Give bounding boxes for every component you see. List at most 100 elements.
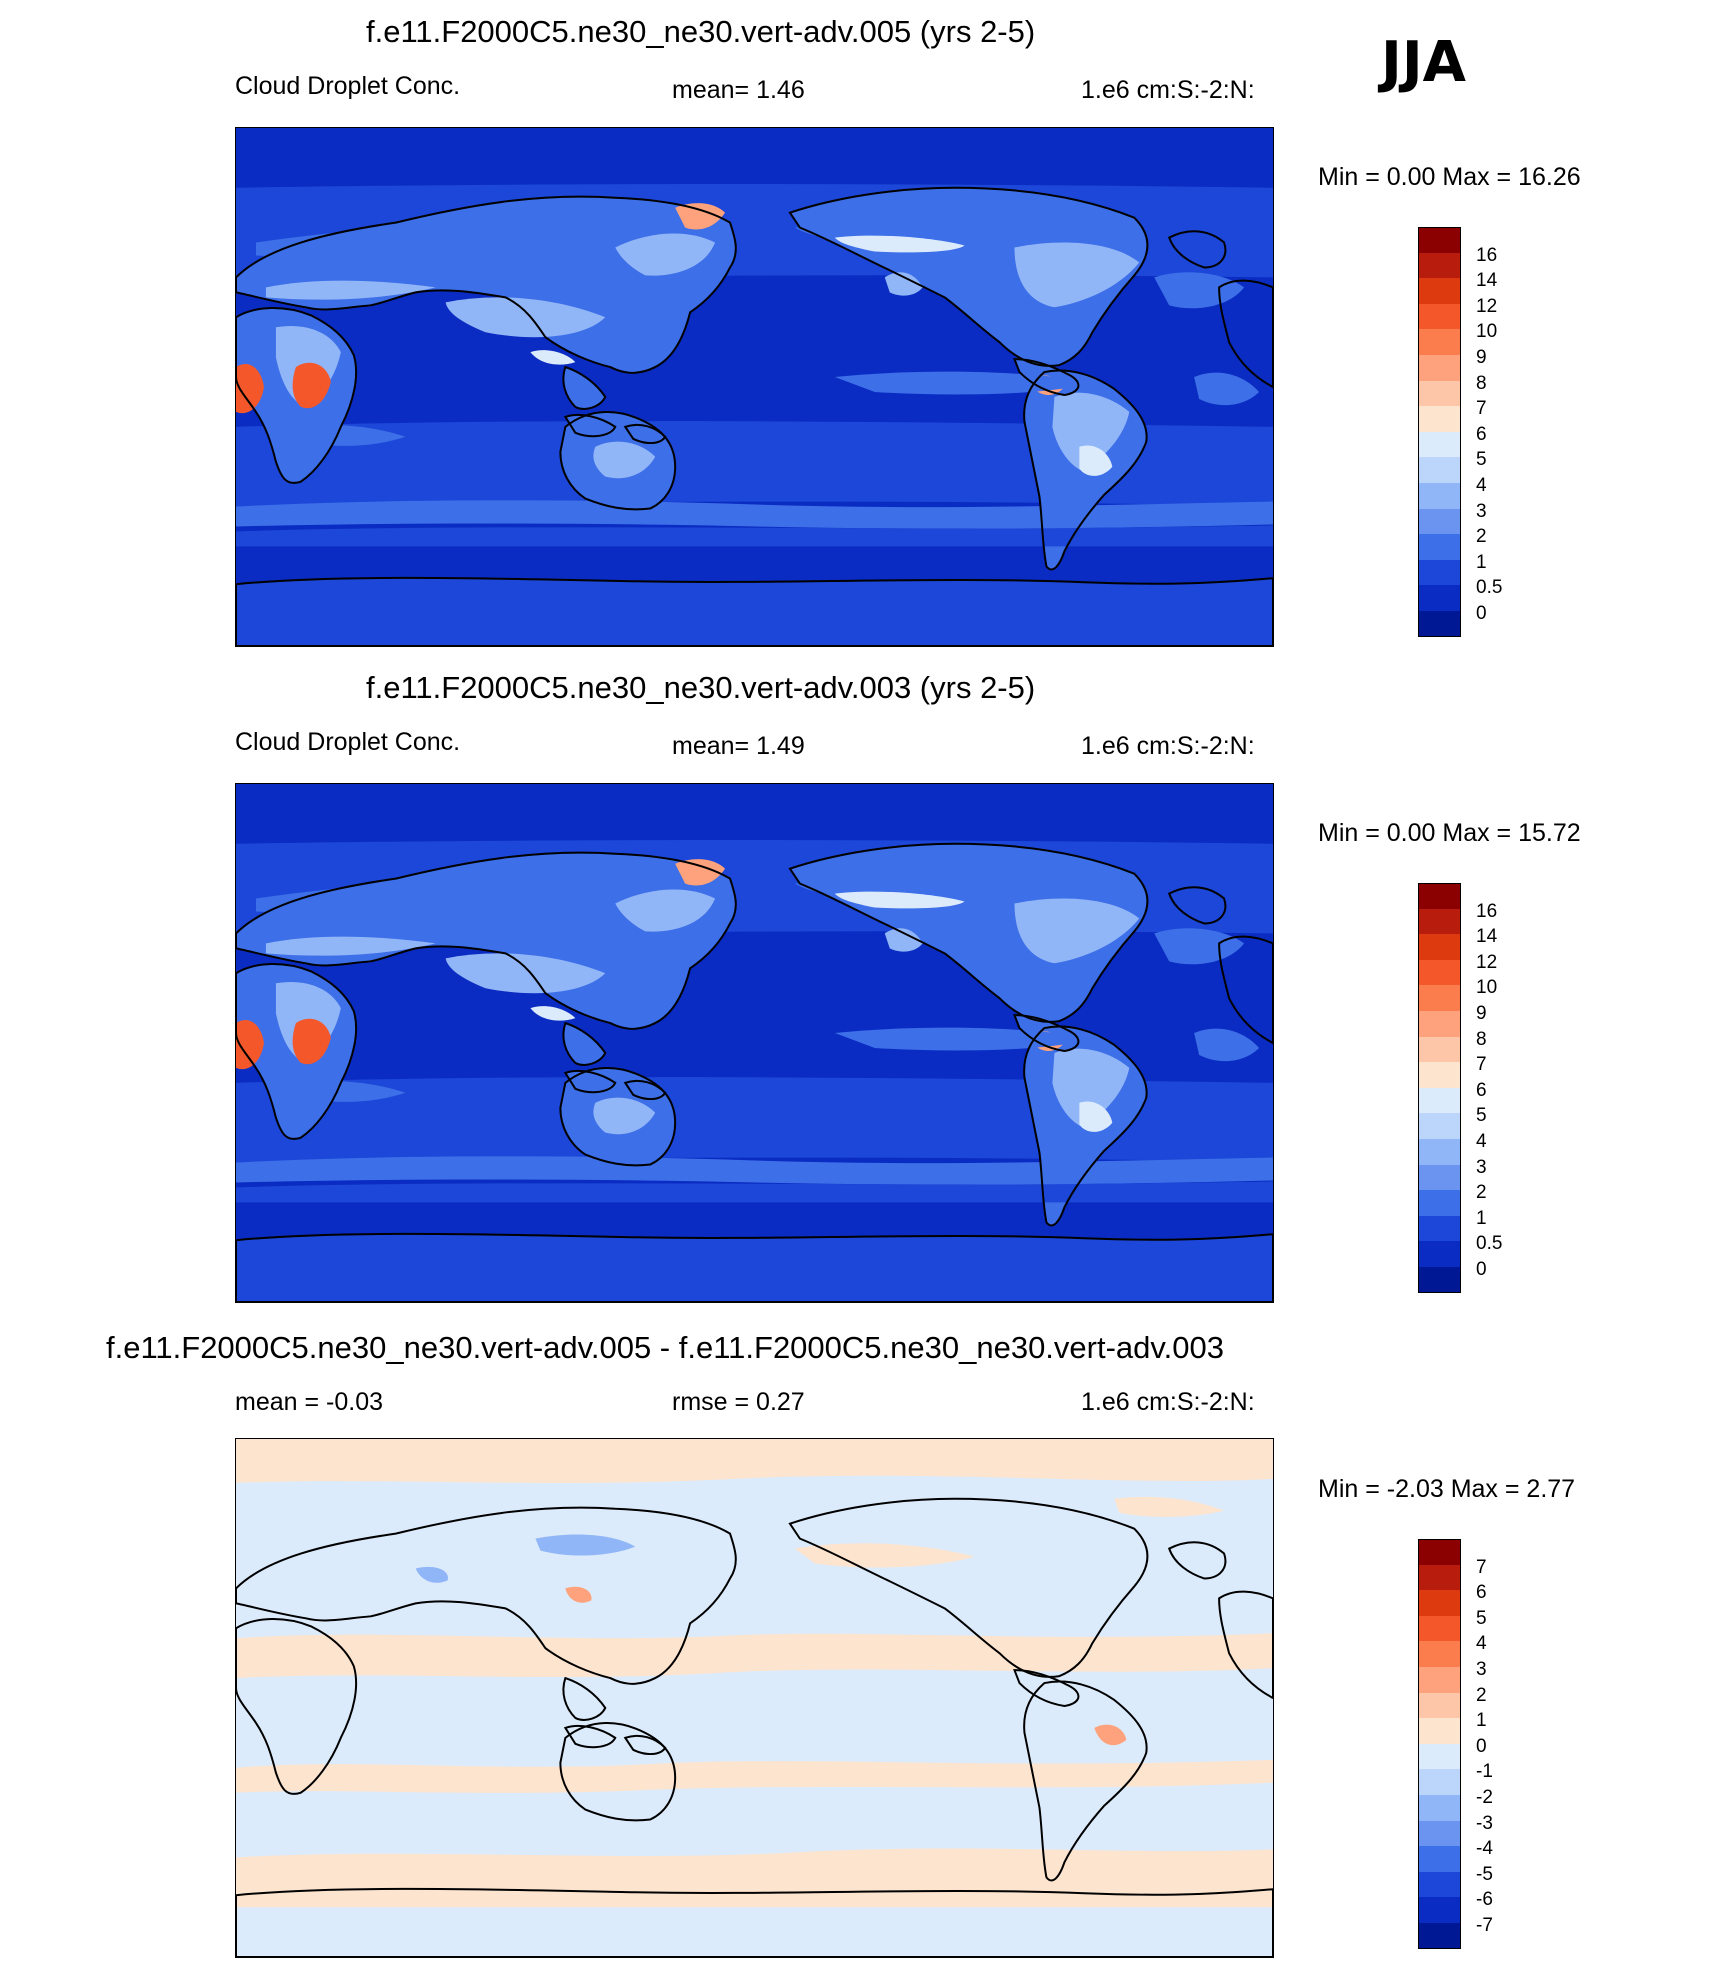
panel-3-title: f.e11.F2000C5.ne30_ne30.vert-adv.005 - f… — [106, 1330, 1224, 1365]
panel-1-variable-label: Cloud Droplet Conc. — [235, 72, 461, 100]
colorbar-box — [1418, 355, 1461, 382]
colorbar-label: -2 — [1476, 1787, 1493, 1808]
colorbar-box — [1418, 1923, 1461, 1950]
coastline — [236, 195, 737, 374]
panel-2-units-label: 1.e6 cm:S:-2:N: — [1081, 732, 1255, 760]
colorbar-box — [1418, 1564, 1461, 1591]
colorbar-box — [1418, 252, 1461, 279]
panel-1-units-label: 1.e6 cm:S:-2:N: — [1081, 76, 1255, 104]
field-contour — [292, 1018, 331, 1065]
colorbar-label: 4 — [1476, 1633, 1487, 1655]
colorbar-label: 0 — [1476, 603, 1487, 624]
field-contour — [1154, 272, 1245, 309]
colorbar-label: 5 — [1476, 449, 1487, 471]
diff-contour — [565, 1586, 592, 1603]
colorbar-frame — [1418, 883, 1461, 1293]
colorbar-box — [1418, 1087, 1461, 1114]
colorbar-label: 4 — [1476, 475, 1487, 496]
colorbar-label: 8 — [1476, 1028, 1487, 1050]
antarctica-fill — [236, 1233, 1273, 1302]
field-contour — [530, 1006, 576, 1021]
colorbar-label: 7 — [1476, 398, 1487, 420]
colorbar-label: 2 — [1476, 526, 1487, 548]
colorbar-label: 3 — [1476, 1156, 1487, 1178]
field-contour — [834, 371, 1095, 395]
colorbar-box — [1418, 1743, 1461, 1770]
colorbar-box — [1418, 1667, 1461, 1694]
colorbar-label: 9 — [1476, 347, 1487, 368]
colorbar-label: 12 — [1476, 295, 1498, 317]
colorbar-box — [1418, 1241, 1461, 1268]
coastline — [559, 1722, 677, 1822]
coastline — [1167, 886, 1227, 925]
colorbar-label: -3 — [1476, 1812, 1493, 1834]
field-contour — [1079, 445, 1113, 476]
colorbar-label: 0.5 — [1476, 577, 1503, 599]
colorbar-box — [1418, 329, 1461, 356]
coastline — [1218, 1590, 1273, 1700]
colorbar-box — [1418, 1539, 1461, 1566]
coastline — [562, 1676, 607, 1721]
field-contour — [265, 936, 436, 956]
coastline — [1218, 279, 1273, 389]
panel-3-map — [235, 1438, 1274, 1958]
diff-contour — [415, 1566, 448, 1583]
field-contour — [236, 1156, 1273, 1185]
panel-3-minmax: Min = -2.03 Max = 2.77 — [1318, 1475, 1576, 1503]
field-contour — [295, 424, 406, 446]
field-contour — [834, 235, 965, 253]
colorbar-label: -7 — [1476, 1915, 1493, 1936]
coastline — [562, 1021, 607, 1066]
coastline — [236, 1618, 358, 1795]
colorbar-box — [1418, 1036, 1461, 1063]
colorbar-box — [1418, 406, 1461, 433]
colorbar-box — [1418, 1795, 1461, 1822]
panel-2-minmax: Min = 0.00 Max = 15.72 — [1318, 819, 1581, 847]
colorbar-box — [1418, 908, 1461, 935]
panel-2-map — [235, 783, 1274, 1303]
colorbar-box — [1418, 278, 1461, 305]
panel-2-title: f.e11.F2000C5.ne30_ne30.vert-adv.003 (yr… — [366, 670, 1036, 705]
field-contour — [445, 297, 606, 338]
colorbar-label: 0.5 — [1476, 1233, 1503, 1255]
season-label: JJA — [1381, 30, 1467, 95]
land-fill — [563, 367, 606, 409]
colorbar-box — [1418, 1164, 1461, 1191]
colorbar-label: 16 — [1476, 244, 1498, 266]
field-contour — [675, 203, 726, 230]
colorbar-label: 4 — [1476, 1131, 1487, 1152]
colorbar-box — [1418, 934, 1461, 961]
coastline — [563, 1724, 617, 1749]
field-contour — [834, 1027, 1095, 1051]
field-contour — [593, 441, 656, 479]
coastline — [236, 1506, 737, 1685]
colorbar-label: 7 — [1476, 1054, 1487, 1076]
colorbar-label: 5 — [1476, 1105, 1487, 1127]
field-contour — [1052, 1048, 1130, 1128]
colorbar-frame — [1418, 227, 1461, 637]
antarctica-fill — [236, 577, 1273, 646]
colorbar-label: 1 — [1476, 1710, 1487, 1732]
coastline — [236, 851, 737, 1030]
field-contour — [292, 362, 331, 409]
colorbar-box — [1418, 1139, 1461, 1166]
colorbar-box — [1418, 959, 1461, 986]
ocean-band — [236, 1077, 1273, 1163]
coastline — [1023, 369, 1148, 571]
field-contour — [265, 280, 436, 300]
colorbar-box — [1418, 1846, 1461, 1873]
field-contour — [675, 859, 726, 886]
field-contour — [445, 953, 606, 994]
colorbar-label: 5 — [1476, 1607, 1487, 1629]
colorbar-box — [1418, 1011, 1461, 1038]
colorbar-box — [1418, 985, 1461, 1012]
colorbar-label: 6 — [1476, 1582, 1487, 1604]
colorbar-box — [1418, 1062, 1461, 1089]
colorbar-box — [1418, 380, 1461, 407]
field-contour — [615, 889, 716, 932]
colorbar-box — [1418, 1641, 1461, 1668]
field-contour — [884, 928, 923, 952]
colorbar-label: 6 — [1476, 423, 1487, 445]
coastline — [1167, 1541, 1227, 1580]
land-fill — [563, 1023, 606, 1065]
